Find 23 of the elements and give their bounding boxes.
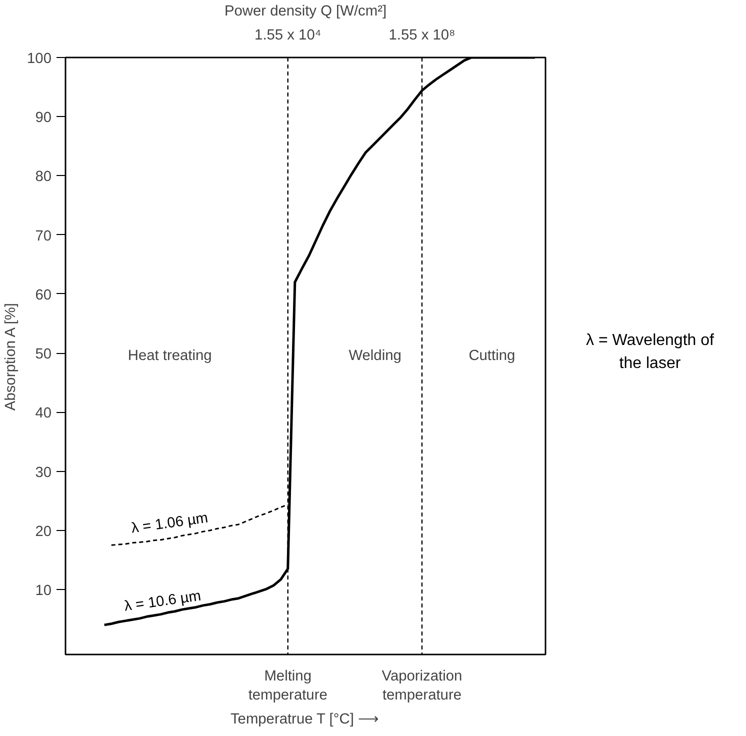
y-tick-label: 20 bbox=[35, 524, 52, 540]
y-tick-label: 40 bbox=[35, 406, 52, 422]
x-axis-title: Temperatrue T [°C] ⟶ bbox=[230, 712, 380, 728]
chart-title: Power density Q [W/cm²] bbox=[224, 4, 387, 20]
ref-line-label: 1.55 x 10⁴ bbox=[254, 28, 322, 44]
y-tick-label: 60 bbox=[35, 287, 52, 304]
x-tick-label: Vaporization temperature bbox=[382, 668, 462, 704]
annotation: Cutting bbox=[468, 348, 516, 364]
y-tick-label: 70 bbox=[35, 228, 52, 244]
y-axis-title: Absorption A [%] bbox=[3, 303, 20, 411]
y-tick-label: 10 bbox=[35, 582, 52, 599]
y-tick-label: 50 bbox=[35, 346, 52, 363]
ref-line-label: 1.55 x 10⁸ bbox=[388, 28, 456, 44]
y-tick-label: 80 bbox=[35, 169, 52, 186]
text: λ = Wavelength of the laser bbox=[586, 331, 714, 374]
text: λ = 10.6 µm bbox=[123, 588, 202, 615]
annotation: Heat treating bbox=[128, 348, 212, 364]
text: λ = 1.06 µm bbox=[130, 510, 210, 537]
x-tick-label: Melting temperature bbox=[248, 668, 328, 704]
y-tick-label: 100 bbox=[27, 51, 52, 67]
annotation: Welding bbox=[348, 348, 402, 364]
y-tick-label: 30 bbox=[35, 464, 52, 481]
y-tick-label: 90 bbox=[35, 110, 52, 126]
